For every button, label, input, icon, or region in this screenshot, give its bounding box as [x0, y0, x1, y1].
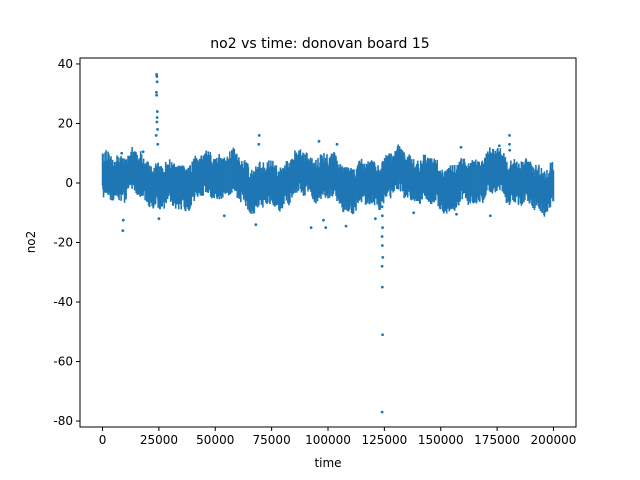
x-tick-label: 175000	[474, 433, 520, 447]
data-point	[155, 120, 159, 124]
data-point	[121, 218, 125, 222]
baseline-band	[101, 144, 555, 217]
data-point	[459, 145, 463, 149]
y-tick-label: 0	[65, 176, 73, 190]
data-point	[155, 116, 159, 119]
data-point	[155, 93, 159, 97]
data-point	[156, 142, 160, 146]
data-point	[380, 205, 384, 209]
data-point	[322, 218, 325, 222]
data-point	[121, 229, 125, 232]
data-point	[257, 142, 261, 146]
x-axis-label: time	[314, 456, 341, 470]
data-point	[373, 217, 377, 221]
y-tick-label: -60	[53, 355, 73, 369]
data-point	[508, 133, 511, 137]
x-tick-label: 75000	[253, 433, 291, 447]
data-point	[381, 255, 385, 259]
x-tick-label: 125000	[361, 433, 407, 447]
data-point	[508, 148, 512, 152]
chart-title: no2 vs time: donovan board 15	[210, 36, 429, 52]
plot-area	[101, 72, 555, 414]
x-tick-label: 25000	[140, 433, 178, 447]
data-point	[344, 224, 348, 228]
data-points	[120, 72, 512, 414]
x-tick-label: 50000	[196, 433, 234, 447]
data-point	[154, 133, 158, 137]
data-point	[309, 226, 313, 230]
data-point	[222, 214, 226, 218]
data-point	[455, 212, 458, 216]
data-point	[488, 214, 492, 218]
y-tick-label: -40	[53, 295, 73, 309]
data-point	[257, 133, 261, 137]
x-tick-label: 0	[99, 433, 107, 447]
data-point	[156, 128, 159, 131]
data-point	[381, 333, 384, 337]
data-point	[380, 285, 384, 289]
data-point	[497, 144, 501, 148]
data-point	[380, 264, 384, 268]
data-point	[380, 214, 384, 218]
data-point	[412, 211, 416, 215]
data-point	[120, 151, 124, 155]
data-point	[155, 75, 159, 78]
x-tick-label: 100000	[305, 433, 351, 447]
y-tick-label: 40	[58, 57, 73, 71]
data-point	[155, 80, 159, 84]
data-point	[317, 139, 321, 143]
data-point	[381, 226, 384, 230]
data-point	[155, 110, 159, 113]
x-axis: 0 25000 50000 75000 100000 125000 150000 175000…	[99, 427, 577, 447]
y-tick-label: -20	[53, 236, 73, 250]
y-axis: -80 -60 -40 -20 0 20 40	[53, 57, 80, 428]
data-point	[155, 90, 158, 94]
data-point	[380, 410, 384, 414]
y-tick-label: 20	[58, 116, 73, 130]
data-point	[380, 244, 384, 247]
data-point	[324, 226, 328, 230]
data-point	[157, 217, 161, 221]
data-point	[141, 150, 145, 154]
y-axis-label: no2	[24, 231, 38, 254]
data-point	[380, 235, 384, 238]
data-point	[254, 223, 258, 227]
data-point	[155, 72, 159, 76]
x-tick-label: 150000	[418, 433, 464, 447]
data-point	[508, 142, 511, 146]
x-tick-label: 200000	[531, 433, 577, 447]
data-point	[335, 142, 339, 146]
y-tick-label: -80	[53, 414, 73, 428]
